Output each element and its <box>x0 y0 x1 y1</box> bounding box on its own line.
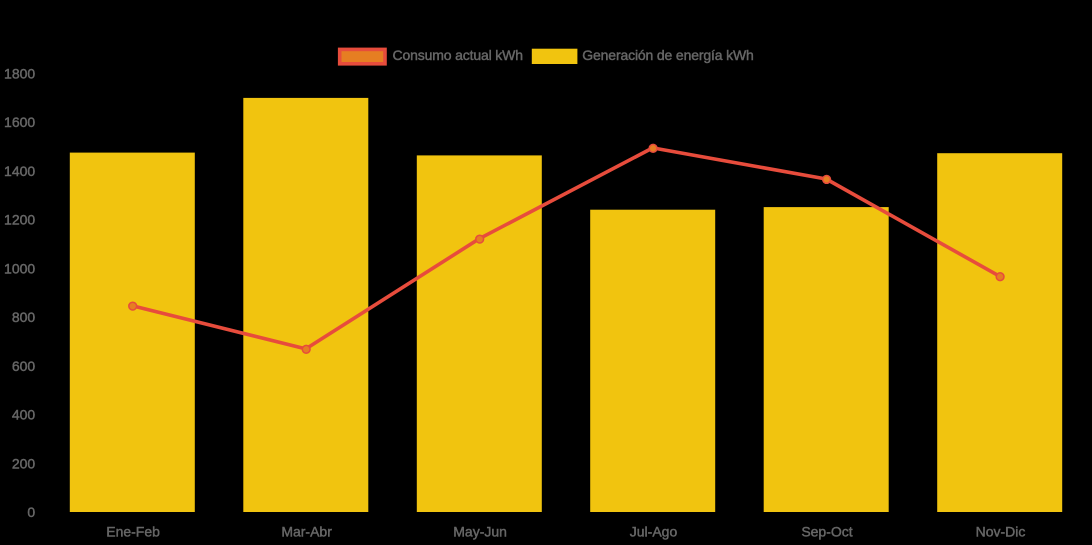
svg-text:1000: 1000 <box>4 260 35 276</box>
svg-text:Sep-Oct: Sep-Oct <box>801 523 852 539</box>
svg-text:Ene-Feb: Ene-Feb <box>106 523 160 539</box>
svg-text:1600: 1600 <box>4 114 35 130</box>
svg-text:600: 600 <box>12 358 36 374</box>
svg-text:Mar-Abr: Mar-Abr <box>281 523 332 539</box>
svg-text:200: 200 <box>12 455 36 471</box>
svg-text:1800: 1800 <box>4 65 35 81</box>
svg-text:0: 0 <box>27 504 35 520</box>
svg-text:Consumo actual kWh: Consumo actual kWh <box>393 47 523 63</box>
svg-text:1200: 1200 <box>4 212 35 228</box>
svg-text:May-Jun: May-Jun <box>453 523 507 539</box>
svg-text:800: 800 <box>12 309 36 325</box>
svg-text:Jul-Ago: Jul-Ago <box>630 523 678 539</box>
svg-text:Generación de energía kWh: Generación de energía kWh <box>582 47 753 63</box>
svg-text:1400: 1400 <box>4 163 35 179</box>
svg-text:400: 400 <box>12 407 36 423</box>
svg-text:Nov-Dic: Nov-Dic <box>976 523 1026 539</box>
